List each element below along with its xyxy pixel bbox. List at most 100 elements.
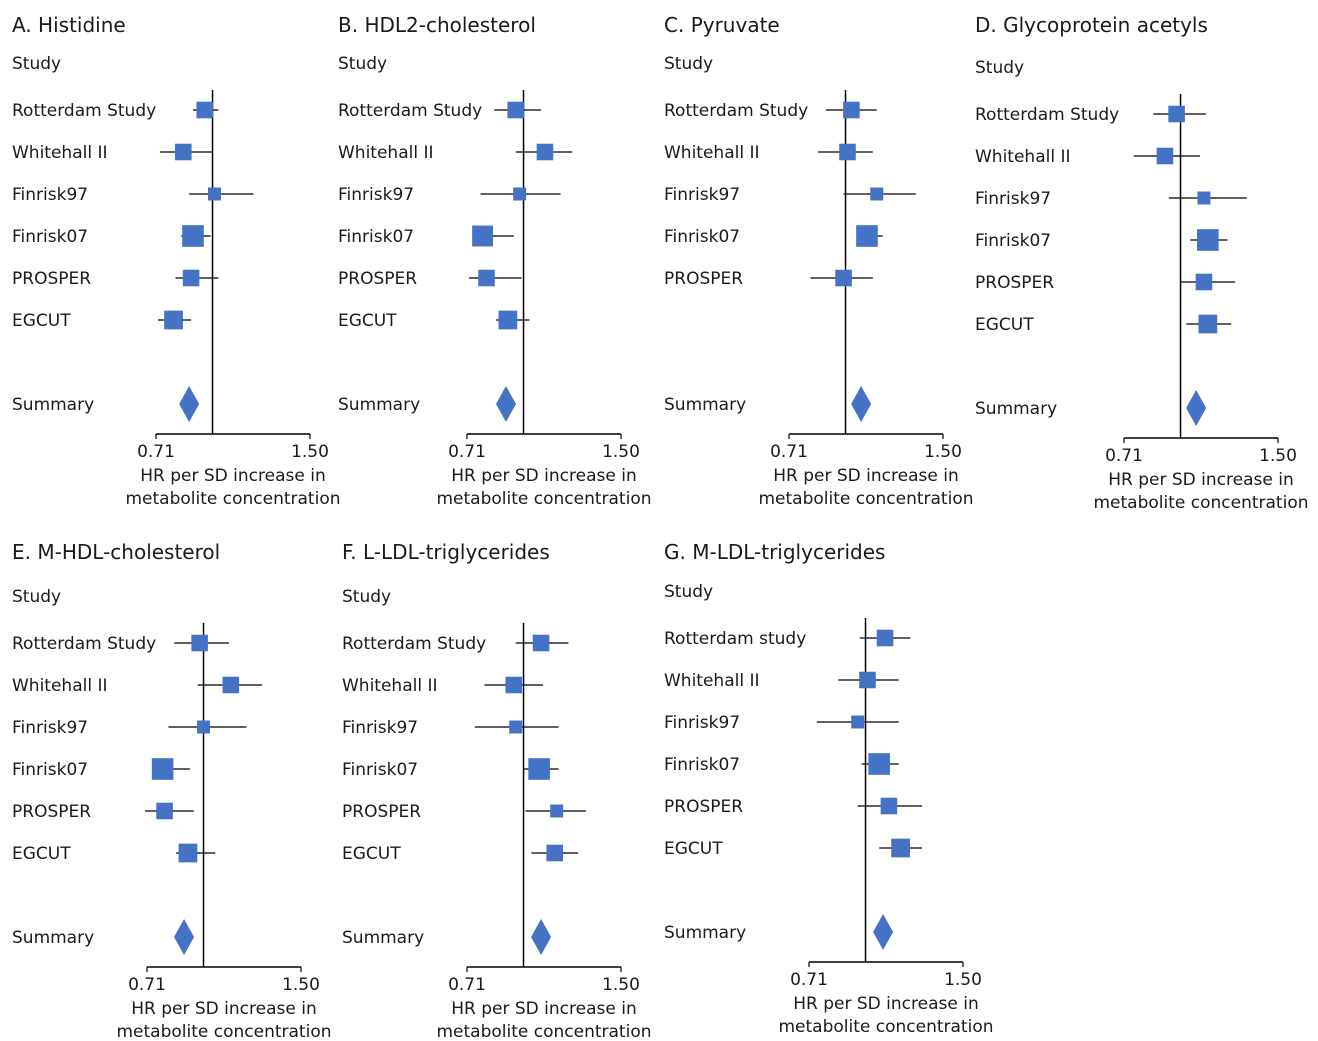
panel-title-text: Glycoprotein acetyls <box>1003 13 1208 37</box>
study-estimate-marker <box>851 715 865 729</box>
panel-title-text: M-HDL-cholesterol <box>37 540 220 564</box>
study-estimate-marker <box>498 310 518 330</box>
study-label: Finrisk97 <box>338 185 414 205</box>
panel-title-text: M-LDL-triglycerides <box>692 540 885 564</box>
study-estimate-marker <box>1168 105 1185 123</box>
study-estimate-marker <box>550 804 564 818</box>
study-estimate-marker <box>182 269 200 287</box>
study-estimate-marker <box>1195 273 1213 291</box>
panel-letter: G. <box>664 540 692 564</box>
study-estimate-marker <box>478 269 495 287</box>
study-label: PROSPER <box>664 269 743 289</box>
study-label: Rotterdam Study <box>338 101 482 121</box>
study-estimate-marker <box>513 187 527 201</box>
x-tick-label: 1.50 <box>924 442 962 462</box>
x-tick-label: 1.50 <box>282 975 320 995</box>
study-estimate-marker <box>876 629 894 647</box>
study-label: Rotterdam study <box>664 629 806 649</box>
study-estimate-marker <box>891 838 910 858</box>
x-tick-label: 0.71 <box>1105 446 1143 466</box>
x-axis-label: HR per SD increase in <box>451 466 636 486</box>
x-tick-label: 1.50 <box>291 442 329 462</box>
x-axis-label: HR per SD increase in <box>131 999 316 1019</box>
forest-panel-c: C. Pyruvate Study Rotterdam Study Whitehall… <box>664 13 974 509</box>
study-label: Finrisk07 <box>12 227 88 247</box>
study-label: Rotterdam Study <box>12 634 156 654</box>
x-axis-label: HR per SD increase in <box>793 994 978 1014</box>
study-estimate-marker <box>222 676 240 694</box>
column-header: Study <box>338 54 387 74</box>
study-label: PROSPER <box>12 269 91 289</box>
x-tick-label: 0.71 <box>448 442 486 462</box>
panel-title: B. HDL2-cholesterol <box>338 13 536 37</box>
study-estimate-marker <box>505 676 523 694</box>
study-label: EGCUT <box>12 844 71 864</box>
study-estimate-marker <box>509 720 523 734</box>
study-label: Finrisk97 <box>664 713 740 733</box>
panel-letter: A. <box>12 13 38 37</box>
summary-label: Summary <box>12 395 94 415</box>
summary-label: Summary <box>12 928 94 948</box>
panel-letter: D. <box>975 13 1003 37</box>
study-estimate-marker <box>1197 229 1219 251</box>
panel-title: E. M-HDL-cholesterol <box>12 540 220 564</box>
study-label: EGCUT <box>342 844 401 864</box>
study-label: Finrisk07 <box>12 760 88 780</box>
study-estimate-marker <box>156 802 173 820</box>
study-label: Whitehall II <box>975 147 1071 167</box>
study-estimate-marker <box>835 269 852 287</box>
panel-title-text: L-LDL-triglycerides <box>363 540 550 564</box>
x-tick-label: 1.50 <box>944 970 982 990</box>
study-estimate-marker <box>839 143 856 161</box>
summary-diamond <box>531 919 552 955</box>
column-header: Study <box>975 58 1024 78</box>
panel-title: F. L-LDL-triglycerides <box>342 540 550 564</box>
study-estimate-marker <box>182 225 204 247</box>
x-axis-label: metabolite concentration <box>436 1022 651 1037</box>
summary-diamond <box>495 386 516 422</box>
x-axis-label: metabolite concentration <box>778 1017 993 1037</box>
x-axis-label: metabolite concentration <box>125 489 340 509</box>
study-label: Whitehall II <box>664 143 760 163</box>
study-estimate-marker <box>191 634 208 652</box>
column-header: Study <box>12 54 61 74</box>
study-estimate-marker <box>196 101 214 119</box>
summary-label: Summary <box>664 923 746 943</box>
study-label: Finrisk97 <box>342 718 418 738</box>
study-estimate-marker <box>175 143 192 161</box>
x-axis-label: HR per SD increase in <box>140 466 325 486</box>
study-label: PROSPER <box>338 269 417 289</box>
panel-letter: F. <box>342 540 363 564</box>
forest-panel-g: G. M-LDL-triglycerides Study Rotterdam stu… <box>664 540 994 1037</box>
panel-title-text: Pyruvate <box>691 13 780 37</box>
study-label: Finrisk07 <box>338 227 414 247</box>
x-axis-label: metabolite concentration <box>1093 493 1308 513</box>
study-estimate-marker <box>859 671 876 689</box>
study-label: PROSPER <box>664 797 743 817</box>
study-label: Whitehall II <box>12 676 108 696</box>
x-tick-label: 0.71 <box>137 442 175 462</box>
panel-title: D. Glycoprotein acetyls <box>975 13 1208 37</box>
study-estimate-marker <box>507 101 525 119</box>
study-estimate-marker <box>532 634 550 652</box>
panel-letter: E. <box>12 540 37 564</box>
study-label: Rotterdam Study <box>12 101 156 121</box>
study-estimate-marker <box>880 797 898 815</box>
study-estimate-marker <box>868 753 890 775</box>
study-estimate-marker <box>151 758 174 780</box>
study-label: Rotterdam Study <box>342 634 486 654</box>
summary-label: Summary <box>664 395 746 415</box>
study-estimate-marker <box>536 143 554 161</box>
panel-title-text: HDL2-cholesterol <box>364 13 535 37</box>
study-label: Finrisk97 <box>975 189 1051 209</box>
x-tick-label: 1.50 <box>602 442 640 462</box>
study-label: PROSPER <box>975 273 1054 293</box>
study-label: Whitehall II <box>338 143 434 163</box>
panel-title: A. Histidine <box>12 13 126 37</box>
x-tick-label: 0.71 <box>128 975 166 995</box>
column-header: Study <box>12 587 61 607</box>
panel-title-text: Histidine <box>38 13 126 37</box>
x-tick-label: 0.71 <box>790 970 828 990</box>
study-label: Whitehall II <box>12 143 108 163</box>
